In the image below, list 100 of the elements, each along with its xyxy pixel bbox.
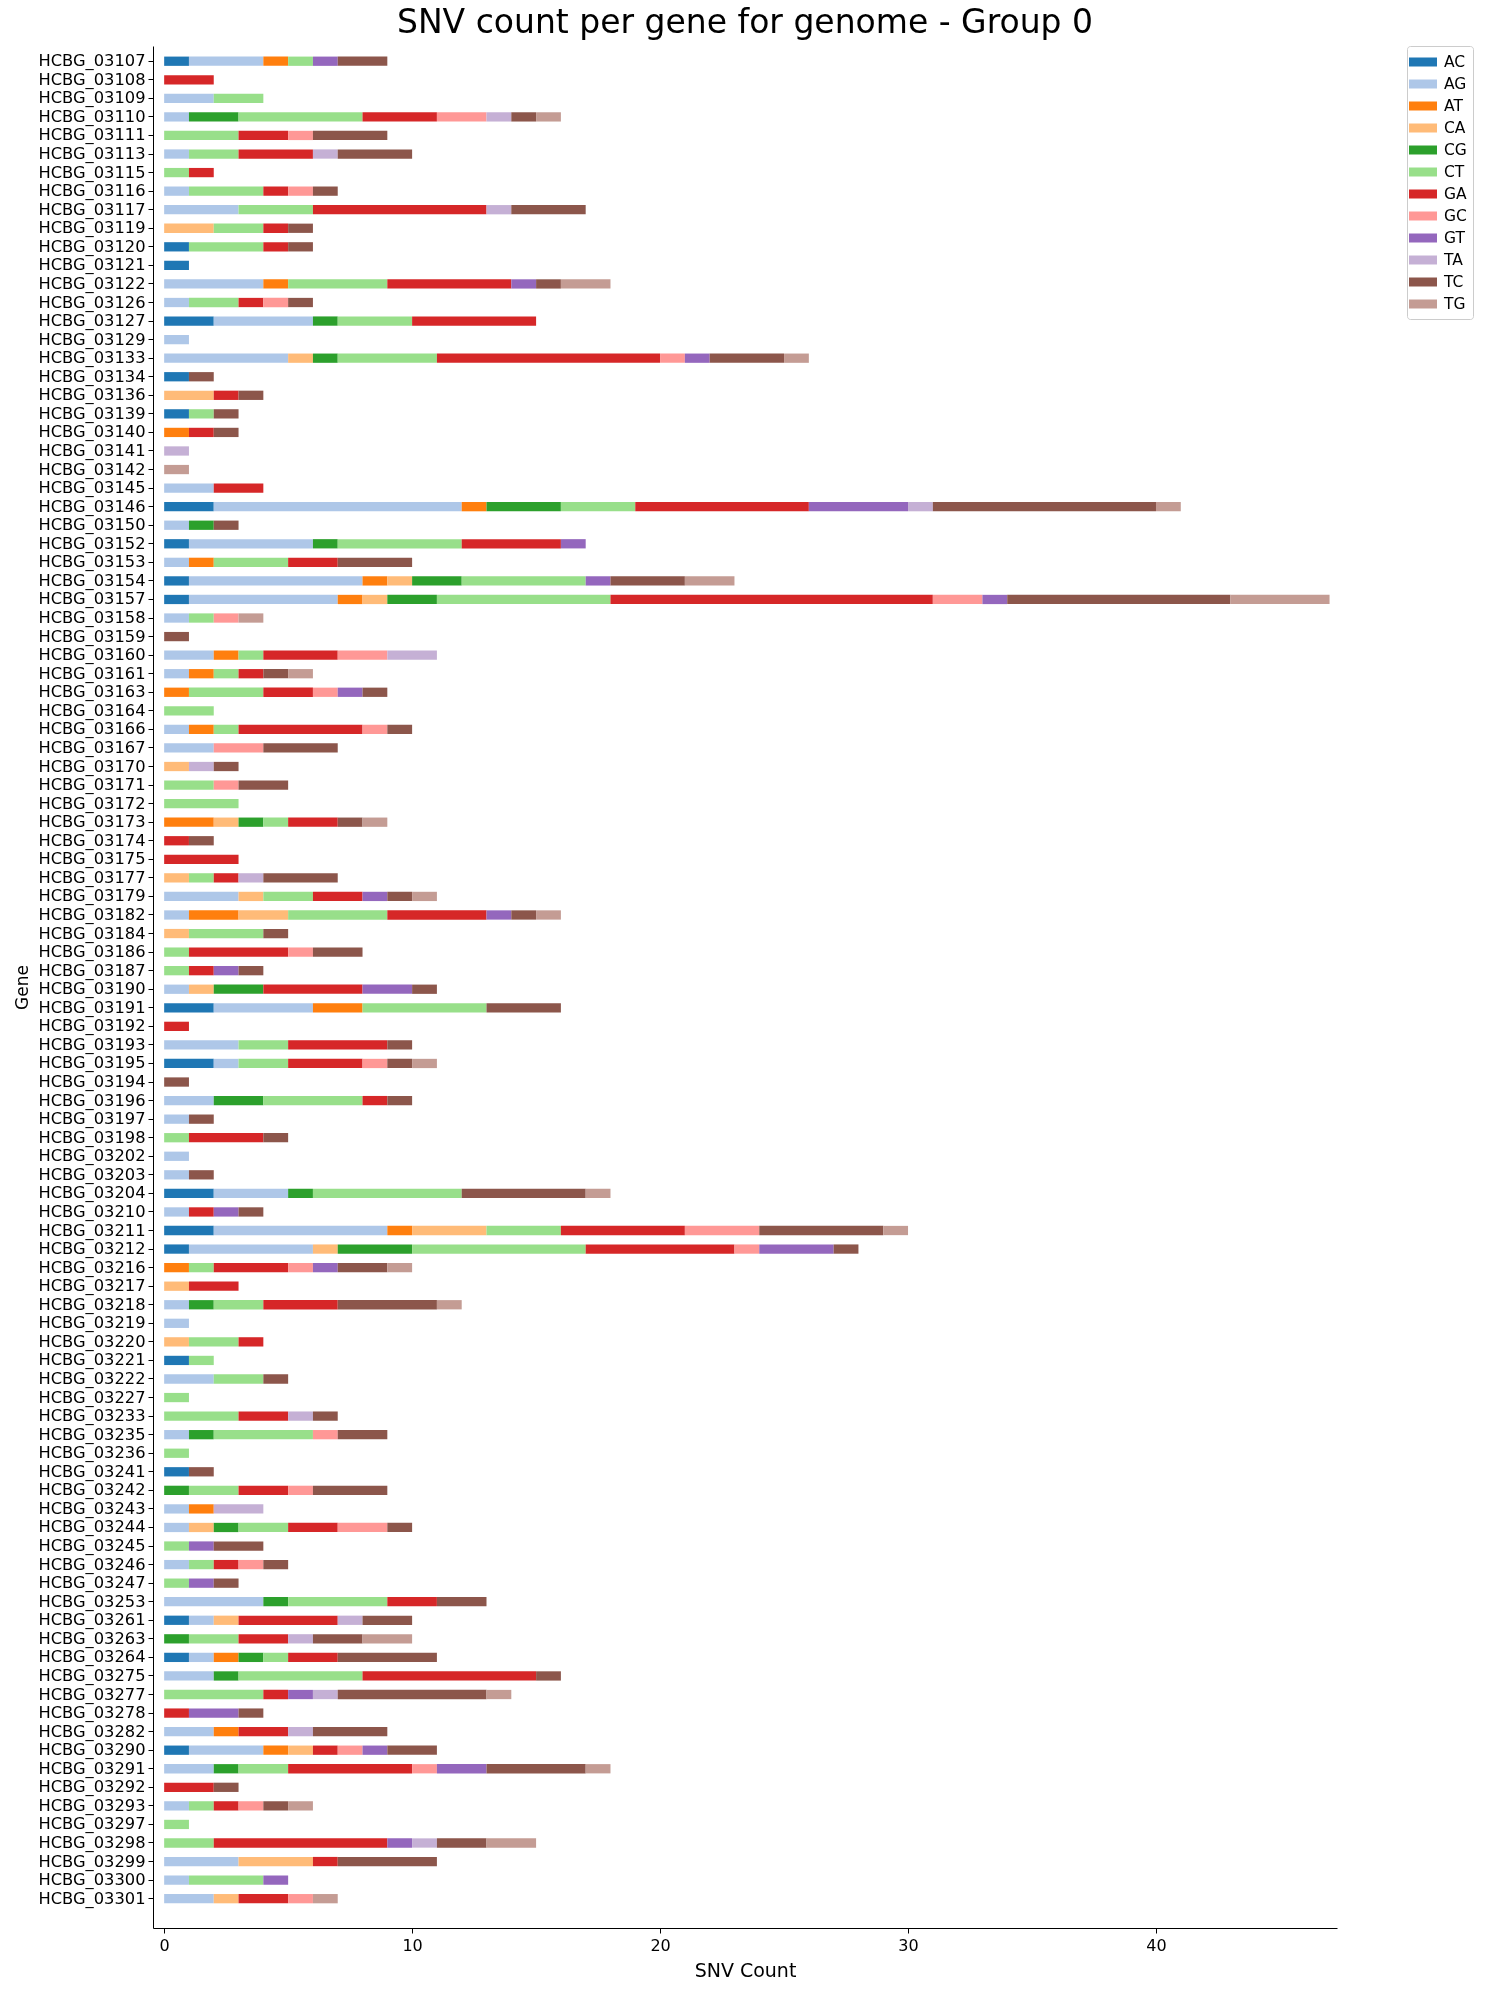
bar (213, 1300, 264, 1310)
bar (436, 1764, 487, 1774)
bar (188, 1114, 214, 1124)
bar (164, 242, 189, 252)
bar (164, 483, 214, 493)
bar (164, 836, 189, 846)
bar (164, 687, 189, 697)
bar (337, 1300, 437, 1310)
bar (188, 966, 214, 976)
y-tick-label: HCBG_03236 (38, 1443, 146, 1464)
bar (560, 502, 636, 512)
bar (337, 1430, 388, 1440)
bar (213, 1615, 239, 1625)
bar (238, 1615, 338, 1625)
bar (263, 669, 289, 679)
bar (387, 1058, 413, 1069)
bar (164, 1504, 189, 1514)
bar (164, 1448, 189, 1458)
bar (288, 1522, 338, 1533)
bar (288, 1894, 313, 1904)
y-tick-label: HCBG_03163 (38, 682, 146, 703)
bar (164, 186, 189, 196)
bar (164, 1188, 214, 1199)
y-tick-label: HCBG_03115 (38, 162, 146, 183)
y-tick-label: HCBG_03204 (38, 1183, 146, 1204)
y-tick-label: HCBG_03241 (38, 1461, 146, 1482)
bar (188, 947, 289, 957)
bar (164, 1782, 214, 1792)
y-tick-label: HCBG_03193 (38, 1034, 146, 1055)
bar (164, 1170, 189, 1180)
bar (188, 687, 264, 697)
bar (387, 594, 437, 605)
bar (213, 1058, 239, 1069)
bar (213, 1095, 264, 1106)
y-tick-label: HCBG_03184 (38, 923, 146, 944)
bar (213, 966, 239, 976)
bar (164, 409, 189, 419)
bar (238, 1634, 289, 1644)
bar (461, 539, 561, 549)
bar (188, 1559, 214, 1570)
bar (213, 1801, 239, 1811)
bar (164, 724, 189, 735)
bar (486, 112, 512, 122)
bar (337, 149, 413, 159)
bar (238, 1894, 289, 1904)
bar (164, 1689, 264, 1700)
bar (337, 687, 363, 697)
bar (486, 910, 512, 920)
legend-label: AC (1444, 53, 1466, 71)
bar (288, 297, 313, 308)
bar (164, 984, 189, 994)
bar (213, 724, 239, 735)
bar (188, 1262, 214, 1273)
y-tick-label: HCBG_03108 (38, 69, 146, 90)
y-tick-label: HCBG_03111 (38, 125, 146, 146)
bar (164, 669, 189, 679)
bar (213, 650, 239, 660)
bar (164, 353, 289, 363)
y-tick-label: HCBG_03157 (38, 589, 146, 610)
bar (932, 594, 983, 605)
bar (213, 316, 313, 326)
bar (188, 1485, 239, 1495)
x-axis-title: SNV Count (694, 1958, 797, 1981)
bar (412, 1058, 437, 1069)
bar (412, 984, 437, 994)
bar (362, 576, 388, 586)
bar (164, 817, 214, 827)
bar (213, 557, 289, 567)
bar (238, 613, 264, 623)
bar (486, 502, 561, 512)
bar (288, 1058, 363, 1069)
bar (337, 1262, 388, 1273)
bar (164, 1207, 189, 1217)
bar (486, 1003, 561, 1013)
bar (312, 56, 338, 66)
bar (536, 279, 561, 289)
bar (164, 1745, 189, 1755)
bar (387, 1838, 413, 1848)
bar (263, 242, 289, 252)
bar (188, 409, 214, 419)
bar (188, 1745, 264, 1755)
bar (238, 650, 264, 660)
bar (188, 669, 214, 679)
bar (387, 724, 413, 735)
bar (238, 1522, 289, 1533)
bar (684, 353, 710, 363)
bar (164, 1467, 189, 1477)
y-tick-label: HCBG_03244 (38, 1517, 146, 1538)
bar (164, 743, 214, 753)
bar (436, 1838, 487, 1848)
bar (164, 1281, 189, 1291)
y-tick-label: HCBG_03127 (38, 311, 146, 332)
y-tick-label: HCBG_03172 (38, 793, 146, 814)
bar (188, 1244, 313, 1254)
bar (164, 873, 189, 883)
bar (164, 539, 189, 549)
bar (188, 1652, 214, 1663)
bar (188, 297, 239, 308)
y-tick-label: HCBG_03145 (38, 478, 146, 499)
bar (263, 1745, 289, 1755)
